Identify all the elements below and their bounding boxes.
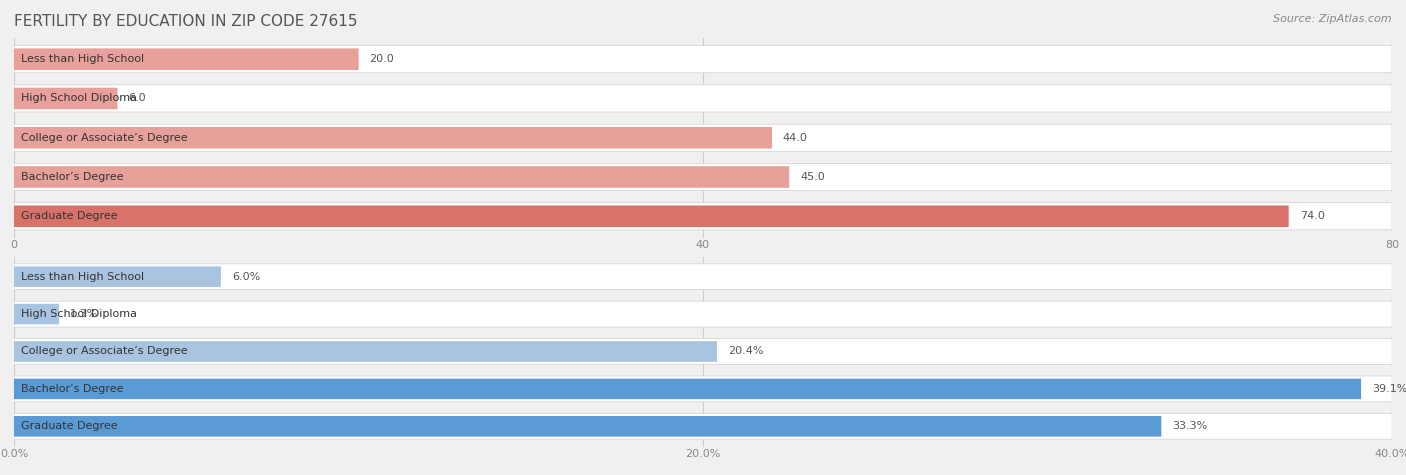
FancyBboxPatch shape	[14, 48, 359, 70]
FancyBboxPatch shape	[14, 304, 59, 324]
FancyBboxPatch shape	[14, 166, 789, 188]
Text: Less than High School: Less than High School	[21, 272, 143, 282]
FancyBboxPatch shape	[14, 88, 118, 109]
Text: High School Diploma: High School Diploma	[21, 94, 136, 104]
FancyBboxPatch shape	[14, 341, 717, 362]
Text: Bachelor’s Degree: Bachelor’s Degree	[21, 172, 124, 182]
Text: 45.0: 45.0	[800, 172, 825, 182]
Text: 1.3%: 1.3%	[70, 309, 98, 319]
Text: 6.0: 6.0	[128, 94, 146, 104]
FancyBboxPatch shape	[14, 379, 1361, 399]
Text: 44.0: 44.0	[783, 133, 808, 143]
Text: FERTILITY BY EDUCATION IN ZIP CODE 27615: FERTILITY BY EDUCATION IN ZIP CODE 27615	[14, 14, 357, 29]
Text: Graduate Degree: Graduate Degree	[21, 421, 118, 431]
FancyBboxPatch shape	[14, 416, 1161, 437]
Text: College or Associate’s Degree: College or Associate’s Degree	[21, 346, 187, 357]
FancyBboxPatch shape	[14, 376, 1392, 402]
Text: 20.0: 20.0	[370, 54, 394, 64]
Text: 20.4%: 20.4%	[728, 346, 763, 357]
Text: High School Diploma: High School Diploma	[21, 309, 136, 319]
Text: College or Associate’s Degree: College or Associate’s Degree	[21, 133, 187, 143]
Text: Source: ZipAtlas.com: Source: ZipAtlas.com	[1274, 14, 1392, 24]
FancyBboxPatch shape	[14, 46, 1392, 73]
Text: Bachelor’s Degree: Bachelor’s Degree	[21, 384, 124, 394]
Text: 6.0%: 6.0%	[232, 272, 260, 282]
FancyBboxPatch shape	[14, 266, 221, 287]
FancyBboxPatch shape	[14, 85, 1392, 112]
Text: 33.3%: 33.3%	[1173, 421, 1208, 431]
Text: Less than High School: Less than High School	[21, 54, 143, 64]
FancyBboxPatch shape	[14, 264, 1392, 290]
FancyBboxPatch shape	[14, 413, 1392, 439]
FancyBboxPatch shape	[14, 339, 1392, 364]
FancyBboxPatch shape	[14, 206, 1289, 227]
FancyBboxPatch shape	[14, 124, 1392, 152]
Text: 74.0: 74.0	[1299, 211, 1324, 221]
FancyBboxPatch shape	[14, 301, 1392, 327]
FancyBboxPatch shape	[14, 163, 1392, 190]
Text: 39.1%: 39.1%	[1372, 384, 1406, 394]
Text: Graduate Degree: Graduate Degree	[21, 211, 118, 221]
FancyBboxPatch shape	[14, 127, 772, 149]
FancyBboxPatch shape	[14, 203, 1392, 230]
